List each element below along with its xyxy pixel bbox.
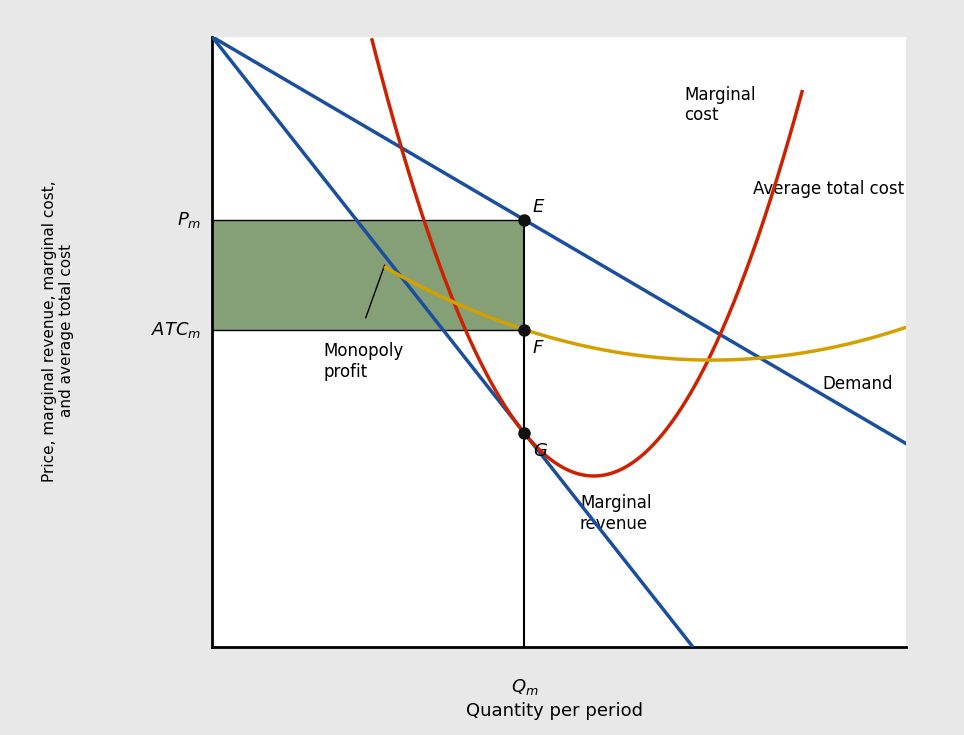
Text: Quantity per period: Quantity per period	[466, 703, 643, 720]
Text: Monopoly
profit: Monopoly profit	[323, 342, 403, 381]
Text: E: E	[533, 198, 544, 216]
Bar	[212, 220, 524, 329]
Text: Price, marginal revenue, marginal cost,
and average total cost: Price, marginal revenue, marginal cost, …	[41, 180, 74, 481]
Text: Average total cost: Average total cost	[754, 180, 904, 198]
Text: F: F	[533, 339, 543, 356]
Text: G: G	[533, 442, 547, 460]
Text: $P_{\mathregular{m}}$: $P_{\mathregular{m}}$	[177, 209, 201, 230]
Text: $Q_{\mathregular{m}}$: $Q_{\mathregular{m}}$	[511, 678, 538, 698]
Text: Marginal
cost: Marginal cost	[684, 85, 756, 124]
Text: $ATC_{\mathregular{m}}$: $ATC_{\mathregular{m}}$	[151, 320, 201, 340]
Text: Marginal
revenue: Marginal revenue	[580, 495, 652, 533]
Text: Demand: Demand	[823, 376, 894, 393]
